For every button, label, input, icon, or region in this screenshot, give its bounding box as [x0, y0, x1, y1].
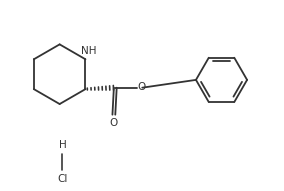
Text: O: O	[110, 118, 118, 128]
Text: H: H	[59, 140, 66, 150]
Text: NH: NH	[81, 46, 96, 56]
Text: Cl: Cl	[57, 174, 68, 184]
Text: O: O	[138, 82, 146, 91]
